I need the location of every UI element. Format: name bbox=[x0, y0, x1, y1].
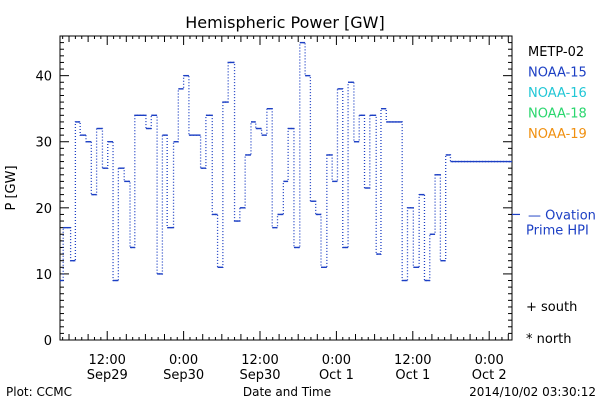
x-tick-date-label: Sep30 bbox=[163, 368, 204, 383]
y-tick-label: 10 bbox=[35, 268, 52, 283]
legend-entry: NOAA-19 bbox=[528, 127, 587, 142]
footer-timestamp: 2014/10/02 03:30:12 bbox=[469, 385, 596, 399]
x-axis-label: Date and Time bbox=[243, 385, 331, 399]
plot-frame bbox=[59, 35, 513, 341]
y-tick-label: 20 bbox=[35, 202, 52, 217]
footer-credit: Plot: CCMC bbox=[6, 385, 72, 399]
y-tick-label: 0 bbox=[44, 334, 52, 349]
series-line bbox=[60, 41, 512, 282]
legend-entry: METP-02 bbox=[528, 45, 584, 60]
x-tick-time-label: 12:00 bbox=[394, 353, 431, 368]
ovation-label-2: Prime HPI bbox=[526, 223, 589, 238]
north-symbol-label: * north bbox=[526, 332, 572, 347]
chart-title: Hemispheric Power [GW] bbox=[185, 13, 384, 32]
series-layer bbox=[60, 41, 512, 282]
y-axis: 0 10 20 30 40 bbox=[35, 35, 512, 349]
legend: METP-02 NOAA-15 NOAA-16 NOAA-18 NOAA-19 bbox=[528, 45, 587, 142]
ovation-label: — Ovation bbox=[528, 208, 596, 223]
x-tick-date-label: Oct 1 bbox=[395, 368, 430, 383]
legend-entry: NOAA-16 bbox=[528, 86, 587, 101]
x-tick-date-label: Sep30 bbox=[239, 368, 280, 383]
x-tick-time-label: 0:00 bbox=[169, 353, 198, 368]
south-symbol-label: + south bbox=[526, 300, 577, 315]
y-tick-label: 40 bbox=[35, 70, 52, 85]
y-axis-label: P [GW] bbox=[4, 165, 19, 210]
x-tick-date-label: Oct 2 bbox=[472, 368, 507, 383]
y-tick-label: 30 bbox=[35, 136, 52, 151]
x-tick-time-label: 0:00 bbox=[475, 353, 504, 368]
x-tick-date-label: Sep29 bbox=[87, 368, 128, 383]
x-tick-time-label: 0:00 bbox=[322, 353, 351, 368]
ovation-indicator: — Ovation Prime HPI bbox=[512, 208, 596, 238]
legend-entry: NOAA-15 bbox=[528, 66, 587, 81]
x-tick-time-label: 12:00 bbox=[88, 353, 125, 368]
x-tick-time-label: 12:00 bbox=[241, 353, 278, 368]
x-tick-date-label: Oct 1 bbox=[319, 368, 354, 383]
legend-entry: NOAA-18 bbox=[528, 107, 587, 122]
